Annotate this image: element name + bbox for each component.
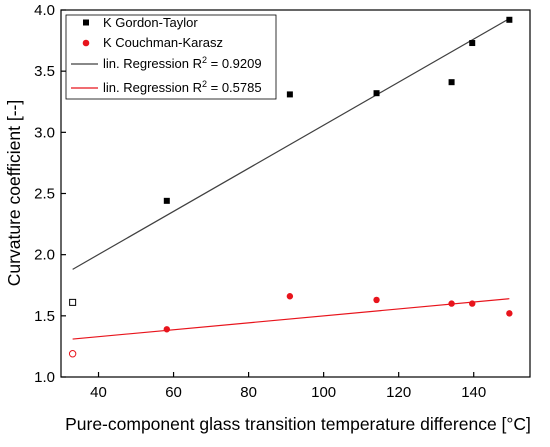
y-tick-label: 2.0	[34, 247, 55, 264]
y-tick-label: 1.0	[34, 369, 55, 386]
data-point-gordon-taylor	[506, 16, 513, 23]
regression-lines	[72, 18, 510, 340]
x-tick-label: 140	[461, 384, 486, 401]
y-axis-ticks: 1.0 1.5 2.0 2.5 3.0 3.5 4.0	[34, 2, 66, 386]
x-tick-label: 40	[90, 384, 107, 401]
data-points	[68, 16, 513, 358]
data-point-couchman-karasz	[448, 300, 455, 307]
y-tick-label: 4.0	[34, 2, 55, 19]
regression-ck-superscript: 2	[202, 79, 207, 89]
legend-label-regression-gt: lin. Regression R2 = 0.9209	[103, 55, 262, 71]
regression-ck-value: = 0.5785	[207, 80, 262, 95]
regression-gt-prefix: lin. Regression R	[103, 56, 202, 71]
legend-label-gordon-taylor: K Gordon-Taylor	[103, 15, 198, 30]
x-tick-label: 60	[165, 384, 182, 401]
data-point-couchman-karasz	[163, 326, 171, 333]
regression-line-couchman-karasz	[72, 298, 510, 340]
data-point-gordon-taylor	[469, 40, 476, 47]
regression-gt-value: = 0.9209	[207, 56, 262, 71]
legend-label-regression-ck: lin. Regression R2 = 0.5785	[103, 79, 262, 95]
data-point-gordon-taylor	[286, 91, 293, 98]
data-point-gordon-taylor	[373, 90, 380, 97]
y-axis-title: Curvature coefficient [--]	[4, 100, 24, 286]
legend-marker-gordon-taylor	[83, 19, 89, 26]
data-point-couchman-karasz	[506, 310, 513, 317]
legend-marker-couchman-karasz	[82, 39, 90, 47]
data-point-couchman-karasz	[469, 300, 476, 307]
regression-ck-prefix: lin. Regression R	[103, 80, 202, 95]
x-tick-label: 100	[311, 384, 336, 401]
data-point-gordon-taylor	[163, 197, 170, 204]
x-tick-label: 120	[386, 384, 411, 401]
x-tick-label: 80	[240, 384, 257, 401]
regression-line-gordon-taylor	[72, 18, 510, 270]
regression-gt-superscript: 2	[202, 55, 207, 65]
y-tick-label: 3.5	[34, 63, 55, 80]
y-tick-label: 3.0	[34, 124, 55, 141]
legend: K Gordon-Taylor K Couchman-Karasz lin. R…	[65, 14, 277, 100]
y-tick-label: 1.5	[34, 308, 55, 325]
open-point-gordon-taylor	[69, 298, 77, 306]
legend-label-couchman-karasz: K Couchman-Karasz	[103, 35, 223, 50]
data-point-gordon-taylor	[448, 79, 455, 86]
open-point-couchman-karasz	[68, 350, 77, 358]
legend-box	[65, 14, 277, 100]
data-point-couchman-karasz	[286, 293, 294, 300]
x-axis-title: Pure-component glass transition temperat…	[65, 414, 531, 434]
y-tick-label: 2.5	[34, 186, 55, 203]
x-axis-ticks: 40 60 80 100 120 140	[90, 372, 486, 401]
data-point-couchman-karasz	[373, 296, 380, 304]
